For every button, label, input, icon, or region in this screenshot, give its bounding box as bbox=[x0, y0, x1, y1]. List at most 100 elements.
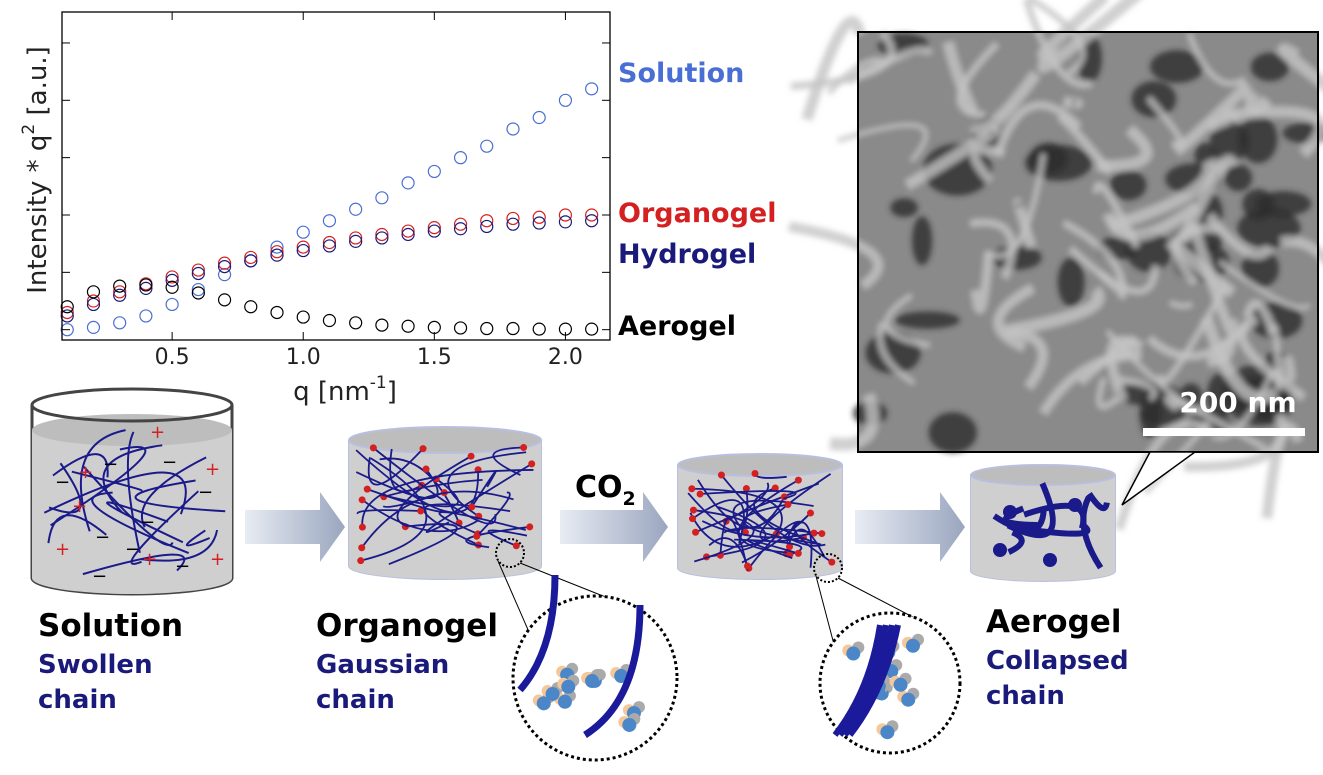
charge: − bbox=[140, 512, 155, 533]
stage-name: Organogel bbox=[316, 608, 498, 644]
data-point bbox=[533, 112, 545, 124]
y-label-text: Intensity * q bbox=[23, 135, 53, 294]
crosslink bbox=[784, 501, 791, 508]
crosslink bbox=[752, 470, 759, 477]
solvent bbox=[880, 725, 894, 739]
crosslink bbox=[744, 562, 751, 569]
stage-desc: chain bbox=[316, 685, 395, 715]
figure: 0.51.01.52.0SolutionOrganogelHydrogelAer… bbox=[0, 0, 1323, 771]
pore bbox=[1131, 81, 1176, 117]
sem-image bbox=[789, 0, 1323, 529]
data-point bbox=[245, 301, 257, 313]
crosslink bbox=[807, 510, 814, 517]
crosslink bbox=[526, 523, 533, 530]
pore bbox=[890, 198, 918, 217]
charge: − bbox=[162, 452, 177, 473]
charge: + bbox=[210, 549, 225, 570]
data-point bbox=[350, 203, 362, 215]
data-point bbox=[271, 306, 283, 318]
data-point bbox=[559, 209, 571, 221]
pore bbox=[1029, 143, 1067, 174]
crosslink bbox=[359, 524, 366, 531]
solvent bbox=[561, 680, 575, 694]
crosslink bbox=[420, 445, 427, 452]
arrow bbox=[245, 492, 345, 562]
crosslink bbox=[697, 490, 704, 497]
crosslink bbox=[520, 444, 527, 451]
data-point bbox=[219, 294, 231, 306]
x-tick-label: 2.0 bbox=[548, 345, 583, 370]
crosslink bbox=[468, 503, 475, 510]
pore bbox=[895, 311, 960, 328]
reagent-label: CO2 bbox=[575, 470, 636, 510]
legend-label: Hydrogel bbox=[618, 239, 756, 270]
charge: + bbox=[55, 539, 70, 560]
data-point bbox=[455, 152, 467, 164]
crosslink bbox=[357, 557, 364, 564]
pore bbox=[1110, 170, 1147, 200]
data-point bbox=[428, 165, 440, 177]
charge: − bbox=[95, 527, 110, 548]
data-point bbox=[87, 286, 99, 298]
data-point bbox=[481, 140, 493, 152]
data-point bbox=[140, 310, 152, 322]
data-point bbox=[481, 323, 493, 335]
data-point bbox=[323, 315, 335, 327]
crosslink bbox=[828, 559, 835, 566]
x-label-sup: -1 bbox=[370, 373, 387, 393]
data-point bbox=[586, 83, 598, 95]
zoom-line bbox=[816, 576, 834, 645]
solvent bbox=[622, 718, 636, 732]
legend-label: Aerogel bbox=[618, 311, 736, 342]
data-point bbox=[507, 323, 519, 335]
data-point bbox=[428, 321, 440, 333]
x-label-end: ] bbox=[387, 377, 397, 407]
solvent bbox=[546, 687, 560, 701]
x-tick-label: 0.5 bbox=[155, 345, 190, 370]
data-point bbox=[297, 226, 309, 238]
data-point bbox=[350, 317, 362, 329]
crosslink bbox=[473, 533, 480, 540]
pore bbox=[1058, 258, 1085, 307]
crosslink bbox=[689, 515, 696, 522]
charge: − bbox=[198, 482, 213, 503]
data-point bbox=[402, 320, 414, 332]
crosslink bbox=[358, 544, 365, 551]
crosslink bbox=[692, 529, 699, 536]
crosslink bbox=[795, 477, 802, 484]
x-tick-label: 1.0 bbox=[286, 345, 321, 370]
crosslink bbox=[364, 486, 371, 493]
solvent bbox=[901, 693, 915, 707]
data-point bbox=[114, 317, 126, 329]
solvent bbox=[846, 647, 860, 661]
node bbox=[1003, 505, 1017, 519]
crosslink bbox=[513, 542, 520, 549]
crosslink bbox=[690, 507, 697, 514]
pore bbox=[929, 412, 977, 452]
stage-desc: chain bbox=[38, 685, 117, 715]
reagent-sub: 2 bbox=[623, 488, 636, 510]
crosslink bbox=[718, 472, 725, 479]
charge: + bbox=[142, 549, 157, 570]
pore bbox=[912, 216, 932, 265]
charge: − bbox=[55, 472, 70, 493]
charge: − bbox=[175, 556, 190, 577]
charge: + bbox=[205, 459, 220, 480]
solvent bbox=[906, 639, 920, 653]
pore bbox=[1242, 189, 1274, 220]
solvent bbox=[558, 695, 572, 709]
crosslink bbox=[359, 496, 366, 503]
charge: − bbox=[103, 454, 118, 475]
charge: + bbox=[150, 422, 165, 443]
stage-name: Aerogel bbox=[986, 604, 1121, 640]
data-point bbox=[376, 192, 388, 204]
reagent-text: CO bbox=[575, 470, 623, 505]
data-point bbox=[533, 323, 545, 335]
x-axis-label: q [nm-1] bbox=[293, 373, 397, 407]
plot: 0.51.01.52.0SolutionOrganogelHydrogelAer… bbox=[61, 12, 776, 370]
data-point bbox=[586, 323, 598, 335]
crosslink bbox=[818, 530, 825, 537]
pore bbox=[1239, 115, 1278, 163]
stage-desc: Gaussian bbox=[316, 650, 449, 680]
data-point bbox=[297, 311, 309, 323]
